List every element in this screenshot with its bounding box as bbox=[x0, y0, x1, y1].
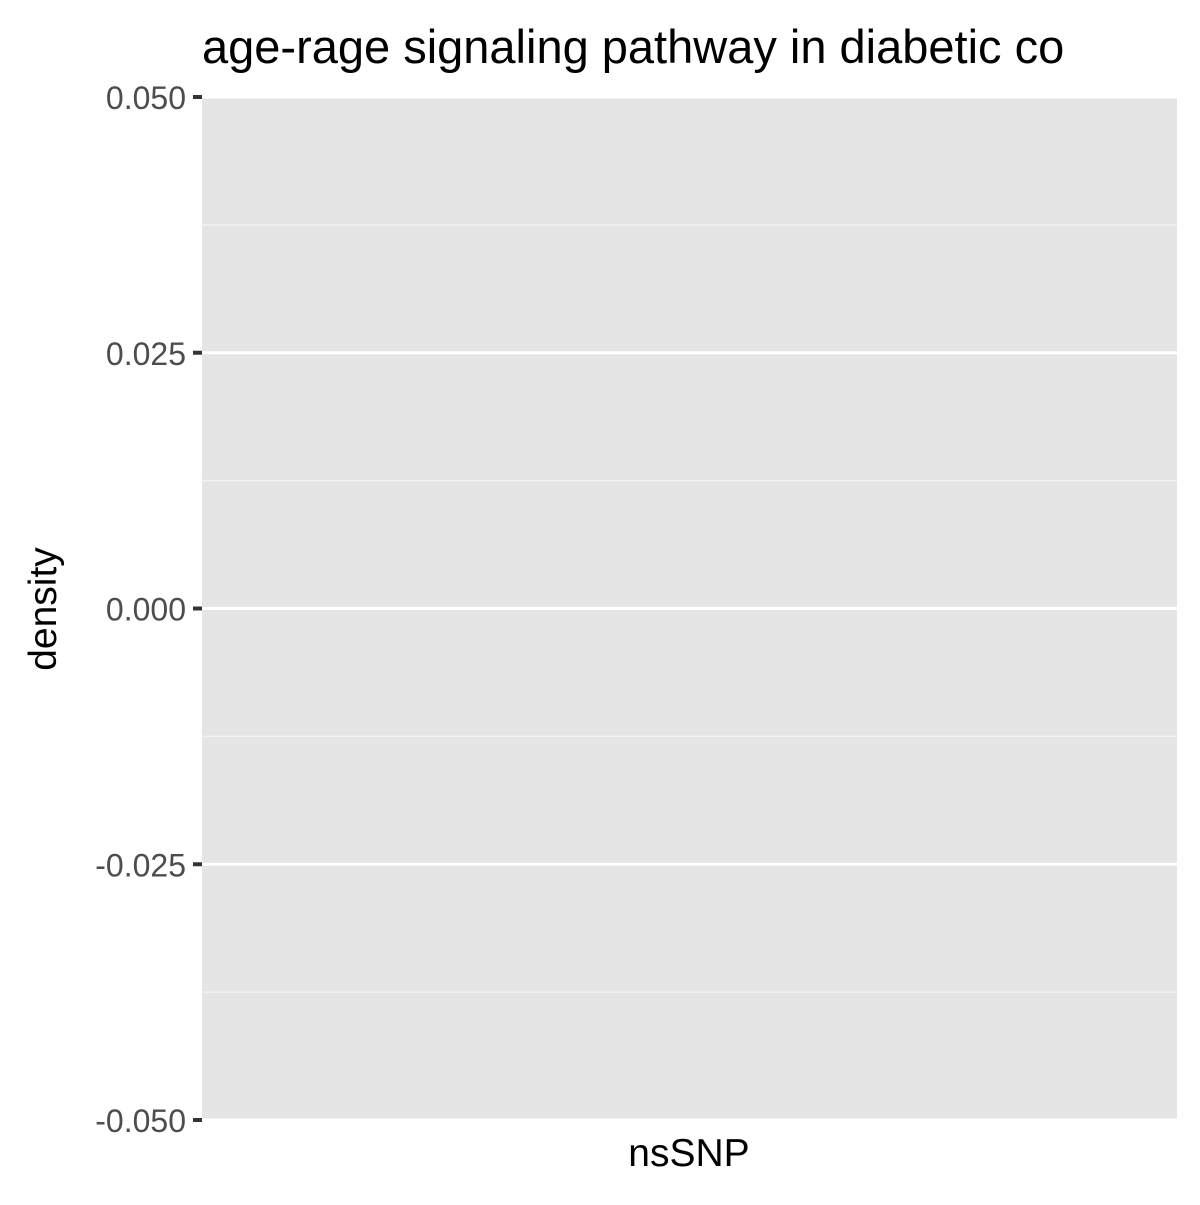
x-axis-title: nsSNP bbox=[628, 1132, 749, 1175]
y-axis-ticks: 0.050 0.025 0.000 -0.025 -0.050 bbox=[95, 80, 202, 1139]
y-tick-label: -0.025 bbox=[95, 847, 186, 883]
chart-title: age-rage signaling pathway in diabetic c… bbox=[202, 20, 1064, 73]
y-tick-label: 0.050 bbox=[106, 80, 186, 116]
y-tick-label: 0.000 bbox=[106, 592, 186, 628]
y-axis-title: density bbox=[22, 547, 65, 671]
grid-lines bbox=[202, 95, 1177, 1122]
y-tick-label: 0.025 bbox=[106, 336, 186, 372]
y-tick-label: -0.050 bbox=[95, 1103, 186, 1139]
